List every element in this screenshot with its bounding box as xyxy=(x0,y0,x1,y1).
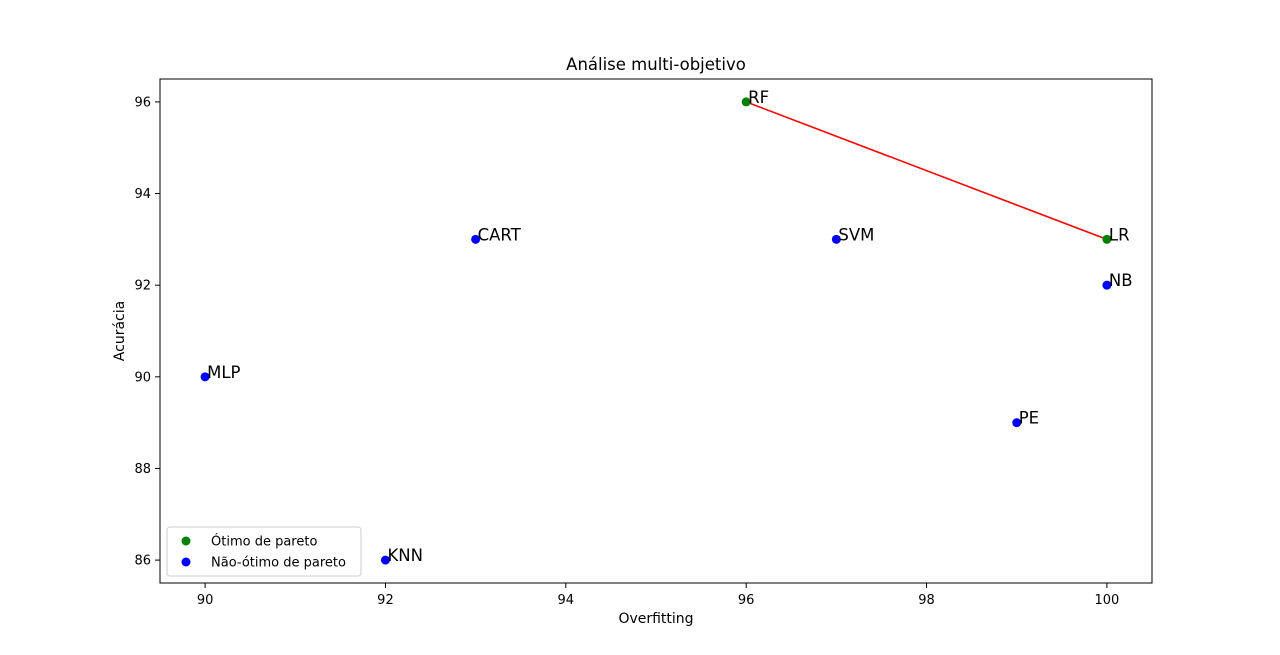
x-tick-label: 96 xyxy=(738,593,755,608)
data-point-cart xyxy=(471,234,481,244)
x-axis: 90 92 94 96 98 100 xyxy=(197,583,1119,608)
legend-box xyxy=(166,526,362,577)
legend: Ótimo de pareto Não-ótimo de pareto xyxy=(166,526,362,577)
x-axis-label: Overfitting xyxy=(618,611,693,627)
y-tick-label: 92 xyxy=(134,279,151,294)
data-points xyxy=(200,97,1112,565)
point-label-mlp: MLP xyxy=(207,363,240,382)
x-tick-label: 98 xyxy=(918,593,935,608)
pareto-front-line xyxy=(745,101,1108,241)
y-tick-label: 88 xyxy=(134,462,151,477)
data-point-nb xyxy=(1102,280,1112,290)
legend-entry-label: Não-ótimo de pareto xyxy=(211,556,346,571)
chart-title: Análise multi-objetivo xyxy=(566,55,746,74)
y-tick-label: 86 xyxy=(134,554,151,569)
y-axis-label: Acurácia xyxy=(112,301,128,361)
point-label-cart: CART xyxy=(478,225,522,244)
data-point-svm xyxy=(831,234,841,244)
point-label-rf: RF xyxy=(748,88,769,107)
plot-area-frame xyxy=(159,78,1153,584)
data-point-knn xyxy=(380,555,390,565)
y-tick-label: 96 xyxy=(134,95,151,110)
y-tick-label: 90 xyxy=(134,370,151,385)
point-label-knn: KNN xyxy=(387,546,423,565)
point-label-nb: NB xyxy=(1109,271,1133,290)
data-point-lr xyxy=(1102,234,1112,244)
y-tick-label: 94 xyxy=(134,187,151,202)
point-label-lr: LR xyxy=(1109,225,1130,244)
data-point-pe xyxy=(1012,418,1022,428)
legend-marker xyxy=(181,557,191,567)
legend-entry-label: Ótimo de pareto xyxy=(211,534,317,550)
y-axis: 86 88 90 92 94 96 xyxy=(134,95,160,569)
data-point-labels: RF LR CART SVM NB MLP PE KNN xyxy=(207,88,1132,565)
x-tick-label: 90 xyxy=(197,593,214,608)
x-tick-label: 92 xyxy=(377,593,394,608)
data-point-mlp xyxy=(200,372,210,382)
data-point-rf xyxy=(741,97,751,107)
point-label-pe: PE xyxy=(1019,409,1039,428)
point-label-svm: SVM xyxy=(838,225,874,244)
legend-marker xyxy=(181,536,191,546)
x-tick-label: 94 xyxy=(558,593,575,608)
pareto-front-line-group xyxy=(745,101,1108,241)
x-tick-label: 100 xyxy=(1094,593,1119,608)
